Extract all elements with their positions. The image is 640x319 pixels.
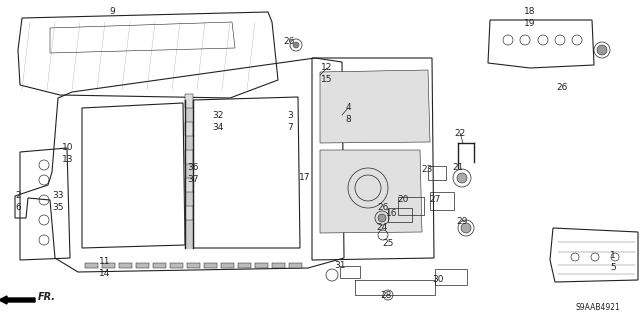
Text: FR.: FR. — [38, 292, 56, 302]
Bar — [255, 263, 268, 268]
Text: 19: 19 — [524, 19, 536, 28]
Bar — [289, 263, 302, 268]
Text: 36: 36 — [188, 164, 199, 173]
Text: 25: 25 — [382, 239, 394, 248]
Text: 14: 14 — [99, 269, 111, 278]
Text: 13: 13 — [62, 155, 74, 165]
Bar — [187, 263, 200, 268]
Bar — [119, 263, 132, 268]
Text: 20: 20 — [397, 196, 409, 204]
FancyArrow shape — [0, 296, 35, 304]
Bar — [185, 206, 193, 220]
Text: 1: 1 — [610, 250, 616, 259]
Text: 15: 15 — [321, 76, 333, 85]
Bar — [388, 208, 412, 222]
Text: S9AAB4921: S9AAB4921 — [575, 303, 620, 313]
Polygon shape — [82, 103, 185, 248]
Text: 26: 26 — [556, 84, 568, 93]
Text: 6: 6 — [15, 203, 21, 211]
Text: 22: 22 — [454, 129, 466, 137]
Bar — [430, 192, 454, 210]
Circle shape — [597, 45, 607, 55]
Bar — [102, 263, 115, 268]
Text: 33: 33 — [52, 190, 64, 199]
Bar — [185, 122, 193, 136]
Bar — [185, 94, 193, 108]
Text: 10: 10 — [62, 144, 74, 152]
Bar — [85, 263, 98, 268]
Bar — [204, 263, 217, 268]
Polygon shape — [320, 70, 430, 143]
Text: 29: 29 — [456, 218, 468, 226]
Bar — [428, 166, 446, 180]
Bar — [136, 263, 149, 268]
Text: 2: 2 — [15, 190, 21, 199]
Text: 12: 12 — [321, 63, 333, 72]
Circle shape — [461, 223, 471, 233]
Text: 23: 23 — [421, 166, 433, 174]
Circle shape — [293, 42, 299, 48]
Text: 28: 28 — [380, 291, 392, 300]
Bar — [185, 178, 193, 192]
Bar — [238, 263, 251, 268]
Bar — [398, 197, 424, 215]
Bar — [340, 266, 360, 278]
Text: 34: 34 — [212, 122, 224, 131]
Text: 4: 4 — [345, 103, 351, 113]
Bar — [153, 263, 166, 268]
Text: 17: 17 — [300, 174, 311, 182]
Text: 26: 26 — [378, 204, 388, 212]
Text: 7: 7 — [287, 123, 293, 132]
Text: 37: 37 — [188, 175, 199, 184]
Bar — [435, 269, 467, 285]
Circle shape — [378, 214, 386, 222]
Text: 26: 26 — [284, 38, 294, 47]
Polygon shape — [320, 150, 422, 233]
Bar — [170, 263, 183, 268]
Text: 11: 11 — [99, 257, 111, 266]
Text: 35: 35 — [52, 203, 64, 211]
Text: 32: 32 — [212, 110, 224, 120]
Circle shape — [457, 173, 467, 183]
Text: 8: 8 — [345, 115, 351, 124]
Text: 16: 16 — [387, 209, 397, 218]
Text: 31: 31 — [334, 261, 346, 270]
Text: 18: 18 — [524, 8, 536, 17]
Bar — [185, 150, 193, 164]
Text: 21: 21 — [452, 164, 464, 173]
Text: 24: 24 — [376, 224, 388, 233]
Text: 30: 30 — [432, 276, 444, 285]
Bar — [272, 263, 285, 268]
Polygon shape — [193, 97, 300, 248]
Text: 5: 5 — [610, 263, 616, 271]
Text: 3: 3 — [287, 110, 293, 120]
Text: 27: 27 — [429, 196, 441, 204]
Text: 9: 9 — [109, 8, 115, 17]
Bar — [221, 263, 234, 268]
